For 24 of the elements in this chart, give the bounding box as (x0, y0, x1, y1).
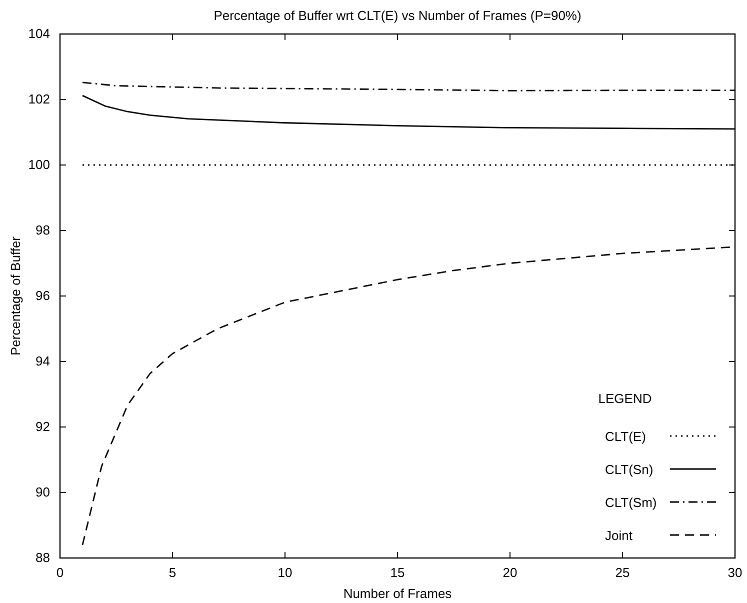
x-tick-label: 25 (615, 565, 630, 580)
x-tick-label: 0 (56, 565, 64, 580)
chart-title: Percentage of Buffer wrt CLT(E) vs Number of Frames (P=90%) (214, 8, 582, 23)
legend-label: CLT(Sn) (605, 462, 654, 477)
y-tick-label: 90 (36, 484, 50, 500)
legend-label: CLT(Sm) (605, 495, 657, 510)
y-tick-label: 104 (28, 26, 50, 42)
y-tick-label: 100 (28, 157, 50, 172)
y-tick-label: 102 (28, 92, 50, 107)
y-tick-label: 92 (36, 419, 50, 434)
legend-label: CLT(E) (605, 429, 646, 444)
x-tick-label: 10 (278, 565, 292, 580)
x-tick-label: 15 (390, 565, 405, 580)
x-axis-title: Number of Frames (343, 586, 452, 601)
y-tick-label: 88 (36, 550, 50, 566)
legend-title: LEGEND (598, 391, 652, 406)
x-tick-label: 5 (168, 565, 176, 580)
y-tick-label: 94 (36, 354, 50, 369)
x-tick-label: 20 (502, 565, 518, 580)
text: Joint (605, 528, 633, 543)
y-axis-title: Percentage of Buffer (8, 236, 23, 356)
x-tick-label: 30 (728, 565, 742, 580)
y-tick-label: 98 (36, 222, 50, 238)
y-tick-label: 96 (36, 288, 50, 304)
